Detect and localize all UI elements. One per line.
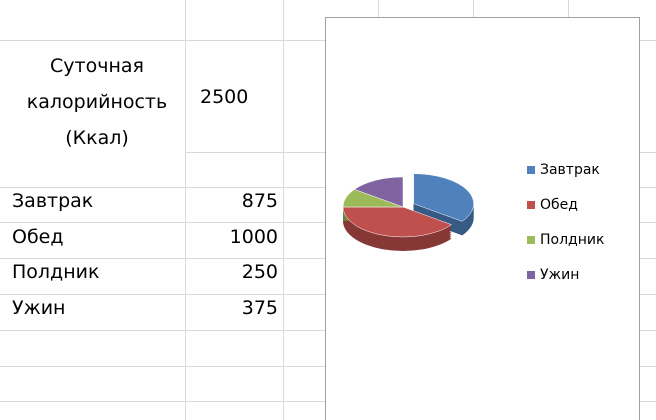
category-cell: Ужин xyxy=(12,297,66,319)
chart: Завтрак Обед Полдник Ужин xyxy=(325,17,640,420)
legend-label: Ужин xyxy=(540,267,579,283)
legend-swatch xyxy=(527,236,535,244)
legend-label: Обед xyxy=(540,197,578,213)
legend-swatch xyxy=(527,271,535,279)
category-cell: Полдник xyxy=(12,261,100,283)
legend-label: Завтрак xyxy=(540,162,600,178)
pie-slice xyxy=(353,176,404,208)
category-cell: Обед xyxy=(12,226,64,248)
legend-swatch xyxy=(527,166,535,174)
pie-slice xyxy=(413,173,474,222)
value-cell: 250 xyxy=(241,261,278,283)
total-cell: 2500 xyxy=(200,86,249,108)
value-cell: 875 xyxy=(241,190,278,212)
value-cell: 375 xyxy=(241,297,278,319)
value-cell: 1000 xyxy=(229,226,278,248)
label-cell: Суточная калорийность (Ккал) xyxy=(26,55,168,149)
legend-label: Полдник xyxy=(540,232,604,248)
pie-slice xyxy=(342,206,453,238)
legend-swatch xyxy=(527,201,535,209)
category-cell: Завтрак xyxy=(12,190,94,212)
